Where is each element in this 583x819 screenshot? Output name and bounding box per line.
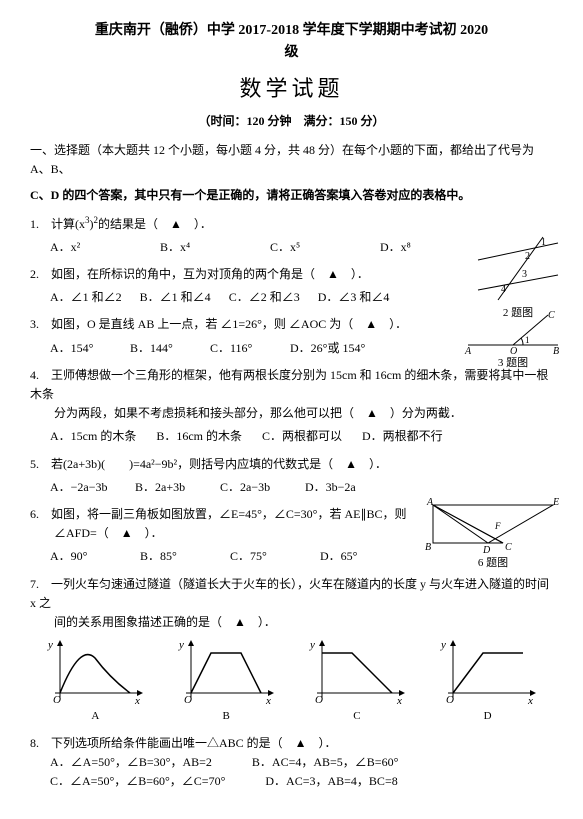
q7-label-b: B [176,708,276,726]
svg-text:1: 1 [541,237,546,248]
q2-opt-b: B．∠1 和∠4 [140,288,211,307]
q1-opt-a: A．x² [50,238,130,257]
svg-text:B: B [425,542,431,553]
question-2: 1 2 3 4 2 题图 2. 如图，在所标识的角中，互为对顶角的两个角是（ ▲… [30,265,553,307]
sub-info: （时间：120 分钟 满分：150 分） [30,112,553,131]
question-3: A O 1 B C 3 题图 3. 如图，O 是直线 AB 上一点，若 ∠1=2… [30,315,553,357]
intro-line1: 一、选择题（本大题共 12 个小题，每小题 4 分，共 48 分）在每个小题的下… [30,143,534,176]
q2-opt-d: D．∠3 和∠4 [318,288,390,307]
q8-opt-d: D．AC=3，AB=4，BC=8 [265,772,397,791]
q8-text: 8. 下列选项所给条件能画出唯一△ABC 的是（ ▲ ）． [30,734,553,753]
q7-label-a: A [45,708,145,726]
q2-opt-a: A．∠1 和∠2 [50,288,122,307]
q7-line1: 7. 一列火车匀速通过隧道（隧道长大于火车的长），火车在隧道内的长度 y 与火车… [30,575,553,613]
q7-graph-c: y O x C [307,638,407,726]
q1-text: 1. 计算(x3)2的结果是（ ▲ ）． [30,213,553,234]
q1-opt-c: C．x⁵ [270,238,350,257]
q6-opt-a: A．90° [50,547,110,566]
q8-options: A．∠A=50°，∠B=30°，AB=2 B．AC=4，AB=5，∠B=60° … [50,753,553,791]
school-line: 重庆南开（融侨）中学 2017-2018 学年度下学期期中考试初 2020 [30,20,553,42]
q8-opt-c: C．∠A=50°，∠B=60°，∠C=70° [50,772,225,791]
question-5: 5. 若(2a+3b)( )=4a²−9b²，则括号内应填的代数式是（ ▲ ）．… [30,455,553,497]
svg-text:E: E [552,497,559,508]
q1-ta: 1. 计算(x [30,217,85,231]
header-level: 级 [30,42,553,64]
svg-text:O: O [184,694,192,706]
q3-opt-b: B．144° [130,339,190,358]
q7-graph-a: y O x A [45,638,145,726]
svg-text:y: y [178,639,184,651]
svg-text:4: 4 [501,284,506,295]
q3-opt-d: D．26°或 154° [290,339,365,358]
main-title: 数学试题 [30,71,553,106]
q7-graphs: y O x A y O x B [30,638,553,726]
q5-text: 5. 若(2a+3b)( )=4a²−9b²，则括号内应填的代数式是（ ▲ ）． [30,455,553,474]
q6-opt-d: D．65° [320,547,380,566]
q4-opt-c: C．两根都可以 [262,427,342,446]
q5-opt-c: C．2a−3b [220,478,280,497]
question-4: 4. 王师傅想做一个三角形的框架，他有两根长度分别为 15cm 和 16cm 的… [30,366,553,447]
question-6: A E B D C F 6 题图 6. 如图，将一副三角板如图放置，∠E=45°… [30,505,553,567]
svg-text:B: B [553,346,559,355]
q6-opt-c: C．75° [230,547,290,566]
q4-opt-a: A．15cm 的木条 [50,427,136,446]
svg-text:x: x [527,695,533,707]
svg-text:C: C [548,310,555,321]
svg-text:1: 1 [525,335,530,345]
svg-text:C: C [505,542,512,553]
question-7: 7. 一列火车匀速通过隧道（隧道长大于火车的长），火车在隧道内的长度 y 与火车… [30,575,553,726]
intro-line2: C、D 的四个答案，其中只有一个是正确的，请将正确答案填入答卷对应的表格中。 [30,186,553,205]
q6-opt-b: B．85° [140,547,200,566]
q4-line1: 4. 王师傅想做一个三角形的框架，他有两根长度分别为 15cm 和 16cm 的… [30,366,553,404]
q2-opt-c: C．∠2 和∠3 [229,288,300,307]
svg-text:y: y [47,639,53,651]
svg-text:F: F [494,521,501,531]
q4-opt-d: D．两根都不行 [362,427,443,446]
svg-text:O: O [446,694,454,706]
q4-line2: 分为两段，如果不考虑损耗和接头部分，那么他可以把（ ▲ ）分为两截． [30,404,553,423]
q7-line2: 间的关系用图象描述正确的是（ ▲ ）． [30,613,553,632]
svg-text:O: O [315,694,323,706]
svg-text:O: O [510,346,517,355]
svg-text:2: 2 [525,251,530,262]
q3-figure: A O 1 B C 3 题图 [463,310,563,373]
q5-opt-b: B．2a+3b [135,478,195,497]
q5-opt-a: A．−2a−3b [50,478,110,497]
q8-opt-a: A．∠A=50°，∠B=30°，AB=2 [50,753,212,772]
question-8: 8. 下列选项所给条件能画出唯一△ABC 的是（ ▲ ）． A．∠A=50°，∠… [30,734,553,792]
q7-label-c: C [307,708,407,726]
q8-opt-b: B．AC=4，AB=5，∠B=60° [252,753,398,772]
q7-graph-b: y O x B [176,638,276,726]
svg-text:x: x [134,695,140,707]
svg-text:x: x [265,695,271,707]
q4-options: A．15cm 的木条 B．16cm 的木条 C．两根都可以 D．两根都不行 [50,427,553,446]
svg-text:D: D [482,545,491,555]
q1-opt-b: B．x⁴ [160,238,240,257]
svg-text:x: x [396,695,402,707]
q6-figure: A E B D C F 6 题图 [423,495,563,573]
q3-opt-c: C．116° [210,339,270,358]
svg-text:A: A [464,346,472,355]
q7-label-d: D [438,708,538,726]
q4-opt-b: B．16cm 的木条 [156,427,242,446]
q1-tc: 的结果是（ ▲ ）． [98,217,212,231]
svg-text:y: y [309,639,315,651]
q3-opt-a: A．154° [50,339,110,358]
q6-fig-label: 6 题图 [423,555,563,573]
q1-opt-d: D．x⁸ [380,238,460,257]
svg-text:y: y [440,639,446,651]
q5-opt-d: D．3b−2a [305,478,365,497]
section-intro: 一、选择题（本大题共 12 个小题，每小题 4 分，共 48 分）在每个小题的下… [30,141,553,179]
svg-text:O: O [53,694,61,706]
q7-graph-d: y O x D [438,638,538,726]
svg-text:3: 3 [522,269,527,280]
svg-text:A: A [426,497,434,508]
